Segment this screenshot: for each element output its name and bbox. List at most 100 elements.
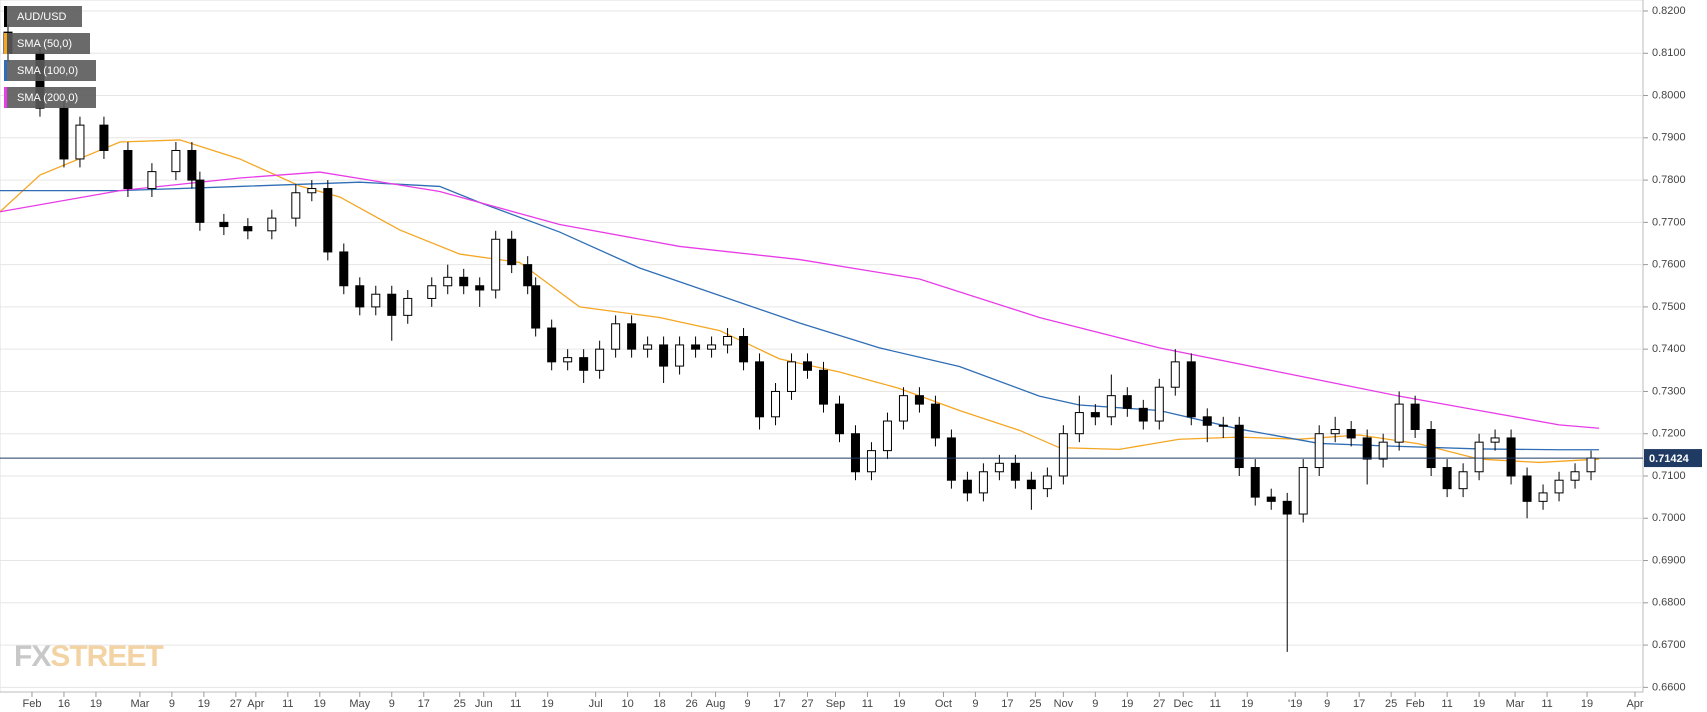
x-tick-label: 27 [801, 698, 813, 710]
candle-body [898, 395, 908, 422]
x-tick-label: Dec [1173, 698, 1193, 710]
legend-swatch [4, 87, 7, 108]
candle-body [707, 344, 717, 350]
x-tick-label: 11 [282, 698, 293, 710]
candle-body [1010, 462, 1020, 481]
candle-body [75, 124, 85, 160]
legend-label: SMA (50,0) [17, 38, 72, 50]
candle-body [914, 395, 924, 405]
legend-box [4, 87, 96, 108]
x-tick-label: 11 [1210, 698, 1221, 710]
candle-body [459, 276, 469, 287]
candle-body [307, 188, 317, 194]
candle-body [962, 479, 972, 494]
candle-body [1122, 395, 1132, 409]
legend-box [4, 60, 96, 81]
candle-body [427, 285, 437, 299]
candle-body [1218, 424, 1228, 427]
candle-body [355, 285, 365, 308]
candle-body [1298, 467, 1308, 515]
x-tick-label: 9 [389, 698, 395, 710]
y-tick-label: 0.7700 [1652, 216, 1686, 228]
candle-body [147, 171, 157, 190]
candle-body [1458, 471, 1468, 490]
candle-body [1570, 471, 1580, 481]
candle-body [1362, 437, 1372, 460]
candle-body [1042, 475, 1052, 490]
x-tick-label: Apr [247, 698, 264, 710]
candle-body [1090, 412, 1100, 418]
x-tick-label: Oct [935, 698, 952, 710]
candle-body [1266, 496, 1276, 502]
watermark-part: STREET [50, 640, 163, 673]
candle-body [579, 357, 589, 371]
y-tick-label: 0.7500 [1652, 301, 1686, 313]
x-tick-label: Aug [706, 698, 726, 710]
candle-body [723, 335, 733, 346]
candle-body [946, 437, 956, 481]
x-tick-label: 18 [653, 698, 665, 710]
candle-body [643, 344, 653, 350]
y-tick-label: 0.7400 [1652, 343, 1686, 355]
candle-body [1490, 437, 1500, 443]
x-tick-label: 17 [418, 698, 430, 710]
candle-body [739, 335, 749, 363]
candle-body [507, 238, 517, 266]
candle-body [787, 361, 797, 392]
y-tick-label: 0.7300 [1652, 385, 1686, 397]
candle-body [1058, 433, 1068, 477]
y-tick-label: 0.6700 [1652, 639, 1686, 651]
candle-body [1026, 479, 1036, 490]
candle-body [1186, 361, 1196, 418]
candle-body [59, 107, 69, 160]
x-tick-label: Jul [589, 698, 603, 710]
candle-body [243, 226, 253, 232]
candle-body [1442, 467, 1452, 490]
x-tick-label: Mar [1506, 698, 1525, 710]
candle-body [834, 403, 844, 435]
sma-line [0, 171, 1600, 429]
candle-body [1522, 475, 1532, 502]
legend-box [4, 6, 82, 27]
candle-body [1346, 428, 1356, 439]
x-tick-label: 25 [1029, 698, 1041, 710]
sma-line [0, 181, 1600, 451]
x-tick-label: '19 [1288, 698, 1302, 710]
candle-body [1170, 361, 1180, 388]
candle-body [1426, 428, 1436, 469]
last-price-label: 0.71424 [1649, 453, 1690, 465]
candle-body [387, 293, 397, 316]
legend-swatch [4, 33, 7, 54]
candle-body [1106, 395, 1116, 418]
x-tick-label: Sep [826, 698, 846, 710]
candle-body [1586, 457, 1596, 473]
candle-body [1138, 407, 1148, 422]
candle-body [523, 264, 533, 287]
candle-body [978, 471, 988, 494]
y-tick-label: 0.6800 [1652, 597, 1686, 609]
candle-body [1202, 416, 1212, 426]
x-tick-label: 17 [1353, 698, 1365, 710]
candle-body [691, 344, 701, 350]
x-tick-label: 11 [1441, 698, 1452, 710]
legend-swatch [4, 6, 7, 27]
candle-body [1250, 467, 1260, 498]
candle-body [994, 462, 1004, 473]
y-tick-label: 0.8000 [1652, 89, 1686, 101]
candle-body [850, 433, 860, 473]
x-tick-label: Apr [1626, 698, 1643, 710]
candle-body [1410, 403, 1420, 430]
x-tick-label: 16 [58, 698, 70, 710]
x-tick-label: 19 [1473, 698, 1485, 710]
y-tick-label: 0.7100 [1652, 470, 1686, 482]
x-tick-label: Feb [1406, 698, 1425, 710]
x-tick-label: 19 [542, 698, 554, 710]
plot-area [0, 0, 1644, 693]
candle-body [882, 420, 892, 452]
candle-body [1394, 403, 1404, 443]
x-tick-label: 10 [621, 698, 633, 710]
candle-body [443, 276, 453, 287]
candle-body [123, 149, 133, 190]
x-tick-label: 19 [893, 698, 905, 710]
candle-body [771, 390, 781, 418]
